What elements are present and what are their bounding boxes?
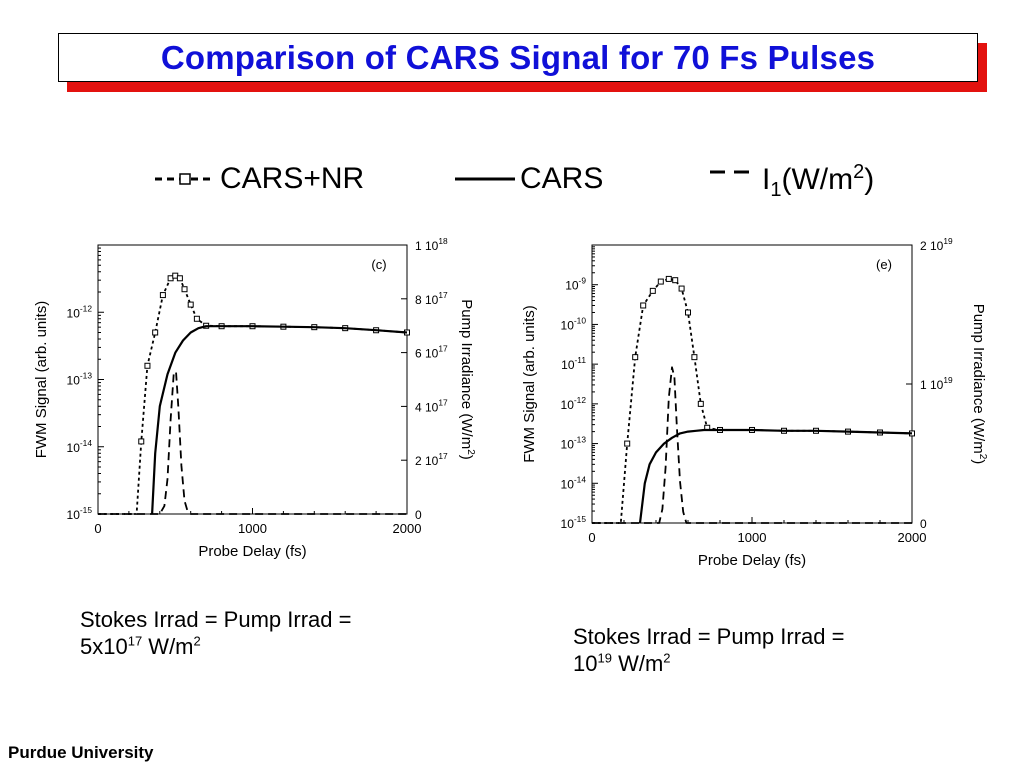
data-point-cars-nr — [624, 440, 631, 447]
caption-right-pre: 10 — [573, 651, 598, 676]
y-tick-label: 10-15 — [67, 505, 93, 522]
data-point-cars-nr — [176, 275, 183, 282]
y2-tick-label: 2 1019 — [920, 236, 953, 253]
data-point-cars-nr — [159, 292, 166, 299]
y2-tick-label: 6 1017 — [415, 344, 448, 361]
series-line-cars — [638, 428, 913, 524]
y2-axis-title: Pump Irradiance (W/m2) — [970, 304, 988, 465]
data-point-cars-nr — [193, 315, 200, 322]
y-tick-label: 10-15 — [561, 514, 587, 531]
series-line-cars-nr — [98, 274, 408, 515]
x-tick-label: 0 — [94, 521, 101, 536]
caption-right: Stokes Irrad = Pump Irrad = 1019 W/m2 — [573, 623, 844, 677]
y-axis-title: FWM Signal (arb. units) — [521, 305, 538, 463]
y-axis-title: FWM Signal (arb. units) — [33, 301, 50, 459]
data-point-cars-nr — [640, 302, 647, 309]
chart-panel-c: 0 1000 2000 10-15 10-14 10-13 10-12 0 2 1017 4 10… — [20, 225, 490, 565]
legend-label-cars: CARS — [520, 162, 604, 195]
panel-label: (e) — [876, 257, 892, 272]
chart-c-svg: 0 1000 2000 10-15 10-14 10-13 10-12 0 2 1017 4 10… — [33, 236, 476, 560]
y2-tick-label: 8 1017 — [415, 290, 448, 307]
legend-label-cars-nr: CARS+NR — [220, 162, 365, 195]
series-line-i1-w-m2- — [98, 370, 407, 515]
data-point-cars-nr — [181, 286, 188, 293]
y-tick-label: 10-11 — [561, 355, 586, 372]
x-axis-title: Probe Delay (fs) — [198, 543, 306, 560]
data-point-cars-nr — [649, 287, 656, 294]
caption-right-unit-exp: 2 — [663, 650, 671, 666]
caption-right-line2: 1019 W/m2 — [573, 650, 844, 677]
x-tick-label: 2000 — [898, 530, 927, 545]
y-tick-label: 10-13 — [561, 435, 587, 452]
legend: CARS+NR CARS I1(W/m2) — [150, 150, 910, 220]
y2-tick-label: 1 1019 — [920, 375, 953, 392]
caption-left-unit: W/m — [142, 634, 194, 659]
legend-label-i1: I1(W/m2) — [762, 161, 875, 201]
legend-swatches — [155, 170, 754, 185]
chart-panel-e: 0 1000 2000 10-15 10-14 10-13 10-12 10-11 10-10 1… — [508, 225, 994, 580]
data-point-cars-nr — [678, 285, 685, 292]
series-line-i1-w-m2- — [592, 366, 912, 524]
y2-tick-label: 2 1017 — [415, 451, 448, 468]
y2-tick-label: 4 1017 — [415, 397, 448, 414]
series-line-cars-nr — [592, 278, 913, 524]
y-tick-label: 10-14 — [561, 474, 587, 491]
caption-left-line1: Stokes Irrad = Pump Irrad = — [80, 607, 352, 632]
caption-right-exp: 19 — [597, 650, 612, 666]
title-box: Comparison of CARS Signal for 70 Fs Puls… — [58, 33, 978, 82]
x-tick-label: 2000 — [393, 521, 422, 536]
y2-tick-label: 0 — [415, 508, 422, 522]
y-tick-label: 10-9 — [565, 276, 586, 293]
y-tick-label: 10-10 — [561, 315, 587, 332]
x-tick-label: 0 — [588, 530, 595, 545]
data-point-cars-nr — [672, 277, 679, 284]
y-tick-label: 10-12 — [561, 395, 587, 412]
x-axis-title: Probe Delay (fs) — [698, 552, 806, 569]
y2-axis-title: Pump Irradiance (W/m2) — [458, 299, 476, 460]
y2-tick-label: 0 — [920, 517, 927, 531]
data-point-cars-nr — [144, 362, 151, 369]
caption-left-pre: 5x10 — [80, 634, 128, 659]
caption-left-line2: 5x1017 W/m2 — [80, 633, 351, 660]
caption-right-line1: Stokes Irrad = Pump Irrad = — [573, 624, 845, 649]
y2-tick-label: 1 1018 — [415, 236, 448, 253]
data-point-cars-nr — [138, 438, 145, 445]
plot-frame — [97, 244, 408, 515]
x-tick-label: 1000 — [738, 530, 767, 545]
data-point-cars-nr — [187, 301, 194, 308]
x-tick-label: 1000 — [238, 521, 267, 536]
y-tick-label: 10-12 — [67, 303, 93, 320]
data-point-cars-nr — [665, 275, 672, 282]
series-line-cars — [151, 325, 408, 515]
footer-institution: Purdue University — [8, 743, 154, 762]
caption-left: Stokes Irrad = Pump Irrad = 5x1017 W/m2 — [80, 606, 351, 660]
plot-frame — [591, 244, 913, 524]
data-point-cars-nr — [632, 354, 639, 361]
data-point-cars-nr — [697, 400, 704, 407]
y-tick-label: 10-14 — [67, 438, 93, 455]
data-point-cars-nr — [657, 278, 664, 285]
slide-title: Comparison of CARS Signal for 70 Fs Puls… — [160, 38, 876, 76]
caption-right-unit: W/m — [611, 651, 664, 676]
y-tick-label: 10-13 — [67, 371, 93, 388]
data-point-cars-nr — [691, 354, 698, 361]
caption-left-exp: 17 — [127, 633, 143, 649]
data-point-cars-nr — [685, 309, 691, 316]
legend-marker-square — [179, 173, 191, 185]
panel-label: (c) — [371, 257, 386, 272]
data-point-cars-nr — [152, 329, 159, 336]
caption-left-unit-exp: 2 — [193, 633, 201, 649]
chart-e-svg: 0 1000 2000 10-15 10-14 10-13 10-12 10-11 10-10 1… — [521, 236, 988, 569]
